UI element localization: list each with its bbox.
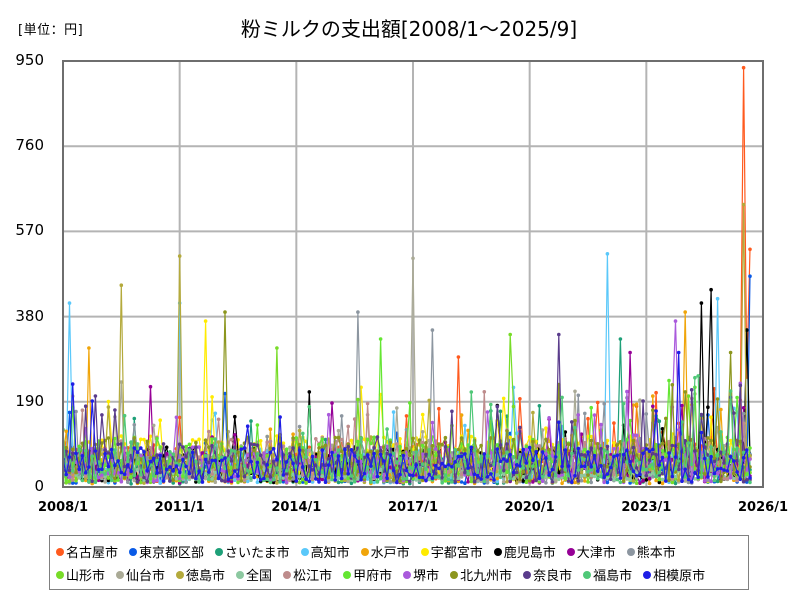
legend-dot-icon (343, 570, 352, 579)
legend-item: 熊本市 (626, 542, 676, 561)
legend-item: 名古屋市 (56, 542, 118, 561)
legend-label: さいたま市 (225, 546, 290, 561)
legend-label: 高知市 (310, 546, 350, 561)
legend-label: 水戸市 (370, 546, 410, 561)
series-line (63, 350, 752, 485)
legend-item: 福島市 (583, 565, 632, 584)
y-tick-label: 950 (15, 51, 44, 69)
legend-item: 全国 (236, 565, 272, 584)
plot-border (62, 60, 764, 488)
legend-item: 奈良市 (523, 565, 572, 584)
legend-label: 東京都区部 (139, 546, 205, 561)
legend-label: 北九州市 (460, 569, 513, 584)
legend-dot-icon (176, 570, 185, 579)
legend-dot-icon (360, 547, 369, 556)
legend-dot-icon (56, 570, 64, 579)
legend-item: 高知市 (300, 542, 350, 561)
legend-item: 相模原市 (643, 565, 705, 584)
legend-item: 東京都区部 (129, 542, 204, 561)
legend-label: 名古屋市 (66, 546, 119, 561)
y-tick-label: 760 (15, 136, 44, 155)
legend-dot-icon (300, 547, 309, 556)
x-tick-label: 2023/1 (621, 500, 672, 515)
y-tick-label: 570 (15, 221, 44, 240)
legend-dot-icon (215, 547, 224, 556)
unit-label: [単位：円] (18, 23, 84, 38)
legend-item: 甲府市 (343, 565, 392, 584)
y-tick-label: 190 (15, 391, 44, 410)
legend-label: 鹿児島市 (503, 546, 556, 561)
legend-dot-icon (566, 547, 575, 556)
legend-dot-icon (583, 570, 592, 579)
legend-label: 山形市 (66, 569, 106, 584)
legend: 名古屋市 東京都区部 さいたま市 高知市 水戸市 宇都宮市 鹿児島市 大津市 熊本市 山形市 仙台… (49, 535, 749, 590)
plot-area (62, 60, 764, 488)
legend-dot-icon (56, 547, 64, 556)
legend-label: 堺市 (413, 569, 440, 584)
legend-dot-icon (643, 570, 652, 579)
legend-item: 仙台市 (116, 565, 165, 584)
legend-label: 熊本市 (636, 546, 676, 561)
x-tick-label: 2020/1 (504, 500, 555, 515)
legend-dot-icon (403, 570, 412, 579)
legend-label: 徳島市 (186, 569, 226, 584)
legend-dot-icon (493, 547, 502, 556)
legend-item: 水戸市 (360, 542, 410, 561)
x-tick-label: 2008/1 (38, 500, 88, 515)
chart-title: 粉ミルクの支出額[2008/1～2025/9] (240, 17, 578, 41)
x-tick-label: 2017/1 (388, 500, 438, 515)
x-tick-label: 2014/1 (271, 500, 322, 515)
x-tick-label: 2011/1 (154, 500, 205, 515)
legend-item: 北九州市 (450, 565, 512, 584)
legend-item: 大津市 (566, 542, 616, 561)
legend-item: 徳島市 (176, 565, 225, 584)
series-line (63, 65, 752, 484)
legend-item: 松江市 (283, 565, 332, 584)
legend-item: 鹿児島市 (493, 542, 556, 561)
legend-row: 山形市 仙台市 徳島市 全国 松江市 甲府市 堺市 北九州市 奈良市 福島市 相模原市 (56, 563, 742, 586)
legend-item: 堺市 (403, 565, 439, 584)
y-tick-label: 0 (34, 477, 44, 495)
legend-dot-icon (283, 570, 292, 579)
legend-dot-icon (236, 570, 245, 579)
legend-dot-icon (116, 570, 125, 579)
legend-dot-icon (129, 547, 138, 556)
x-tick-label: 2026/1 (738, 500, 788, 515)
y-tick-label: 380 (15, 306, 44, 325)
legend-label: 相模原市 (653, 569, 706, 584)
legend-label: 仙台市 (126, 569, 166, 584)
legend-label: 甲府市 (353, 569, 393, 584)
legend-row: 名古屋市 東京都区部 さいたま市 高知市 水戸市 宇都宮市 鹿児島市 大津市 熊本市 (56, 540, 742, 563)
legend-item: さいたま市 (215, 542, 290, 561)
legend-label: 全国 (246, 569, 273, 584)
legend-dot-icon (626, 547, 635, 556)
legend-dot-icon (523, 570, 532, 579)
legend-label: 奈良市 (533, 569, 573, 584)
legend-dot-icon (420, 547, 429, 556)
legend-label: 福島市 (593, 569, 633, 584)
legend-item: 山形市 (56, 565, 105, 584)
legend-label: 松江市 (293, 569, 333, 584)
legend-label: 宇都宮市 (430, 546, 483, 561)
legend-dot-icon (450, 570, 459, 579)
legend-label: 大津市 (576, 546, 616, 561)
legend-item: 宇都宮市 (420, 542, 483, 561)
